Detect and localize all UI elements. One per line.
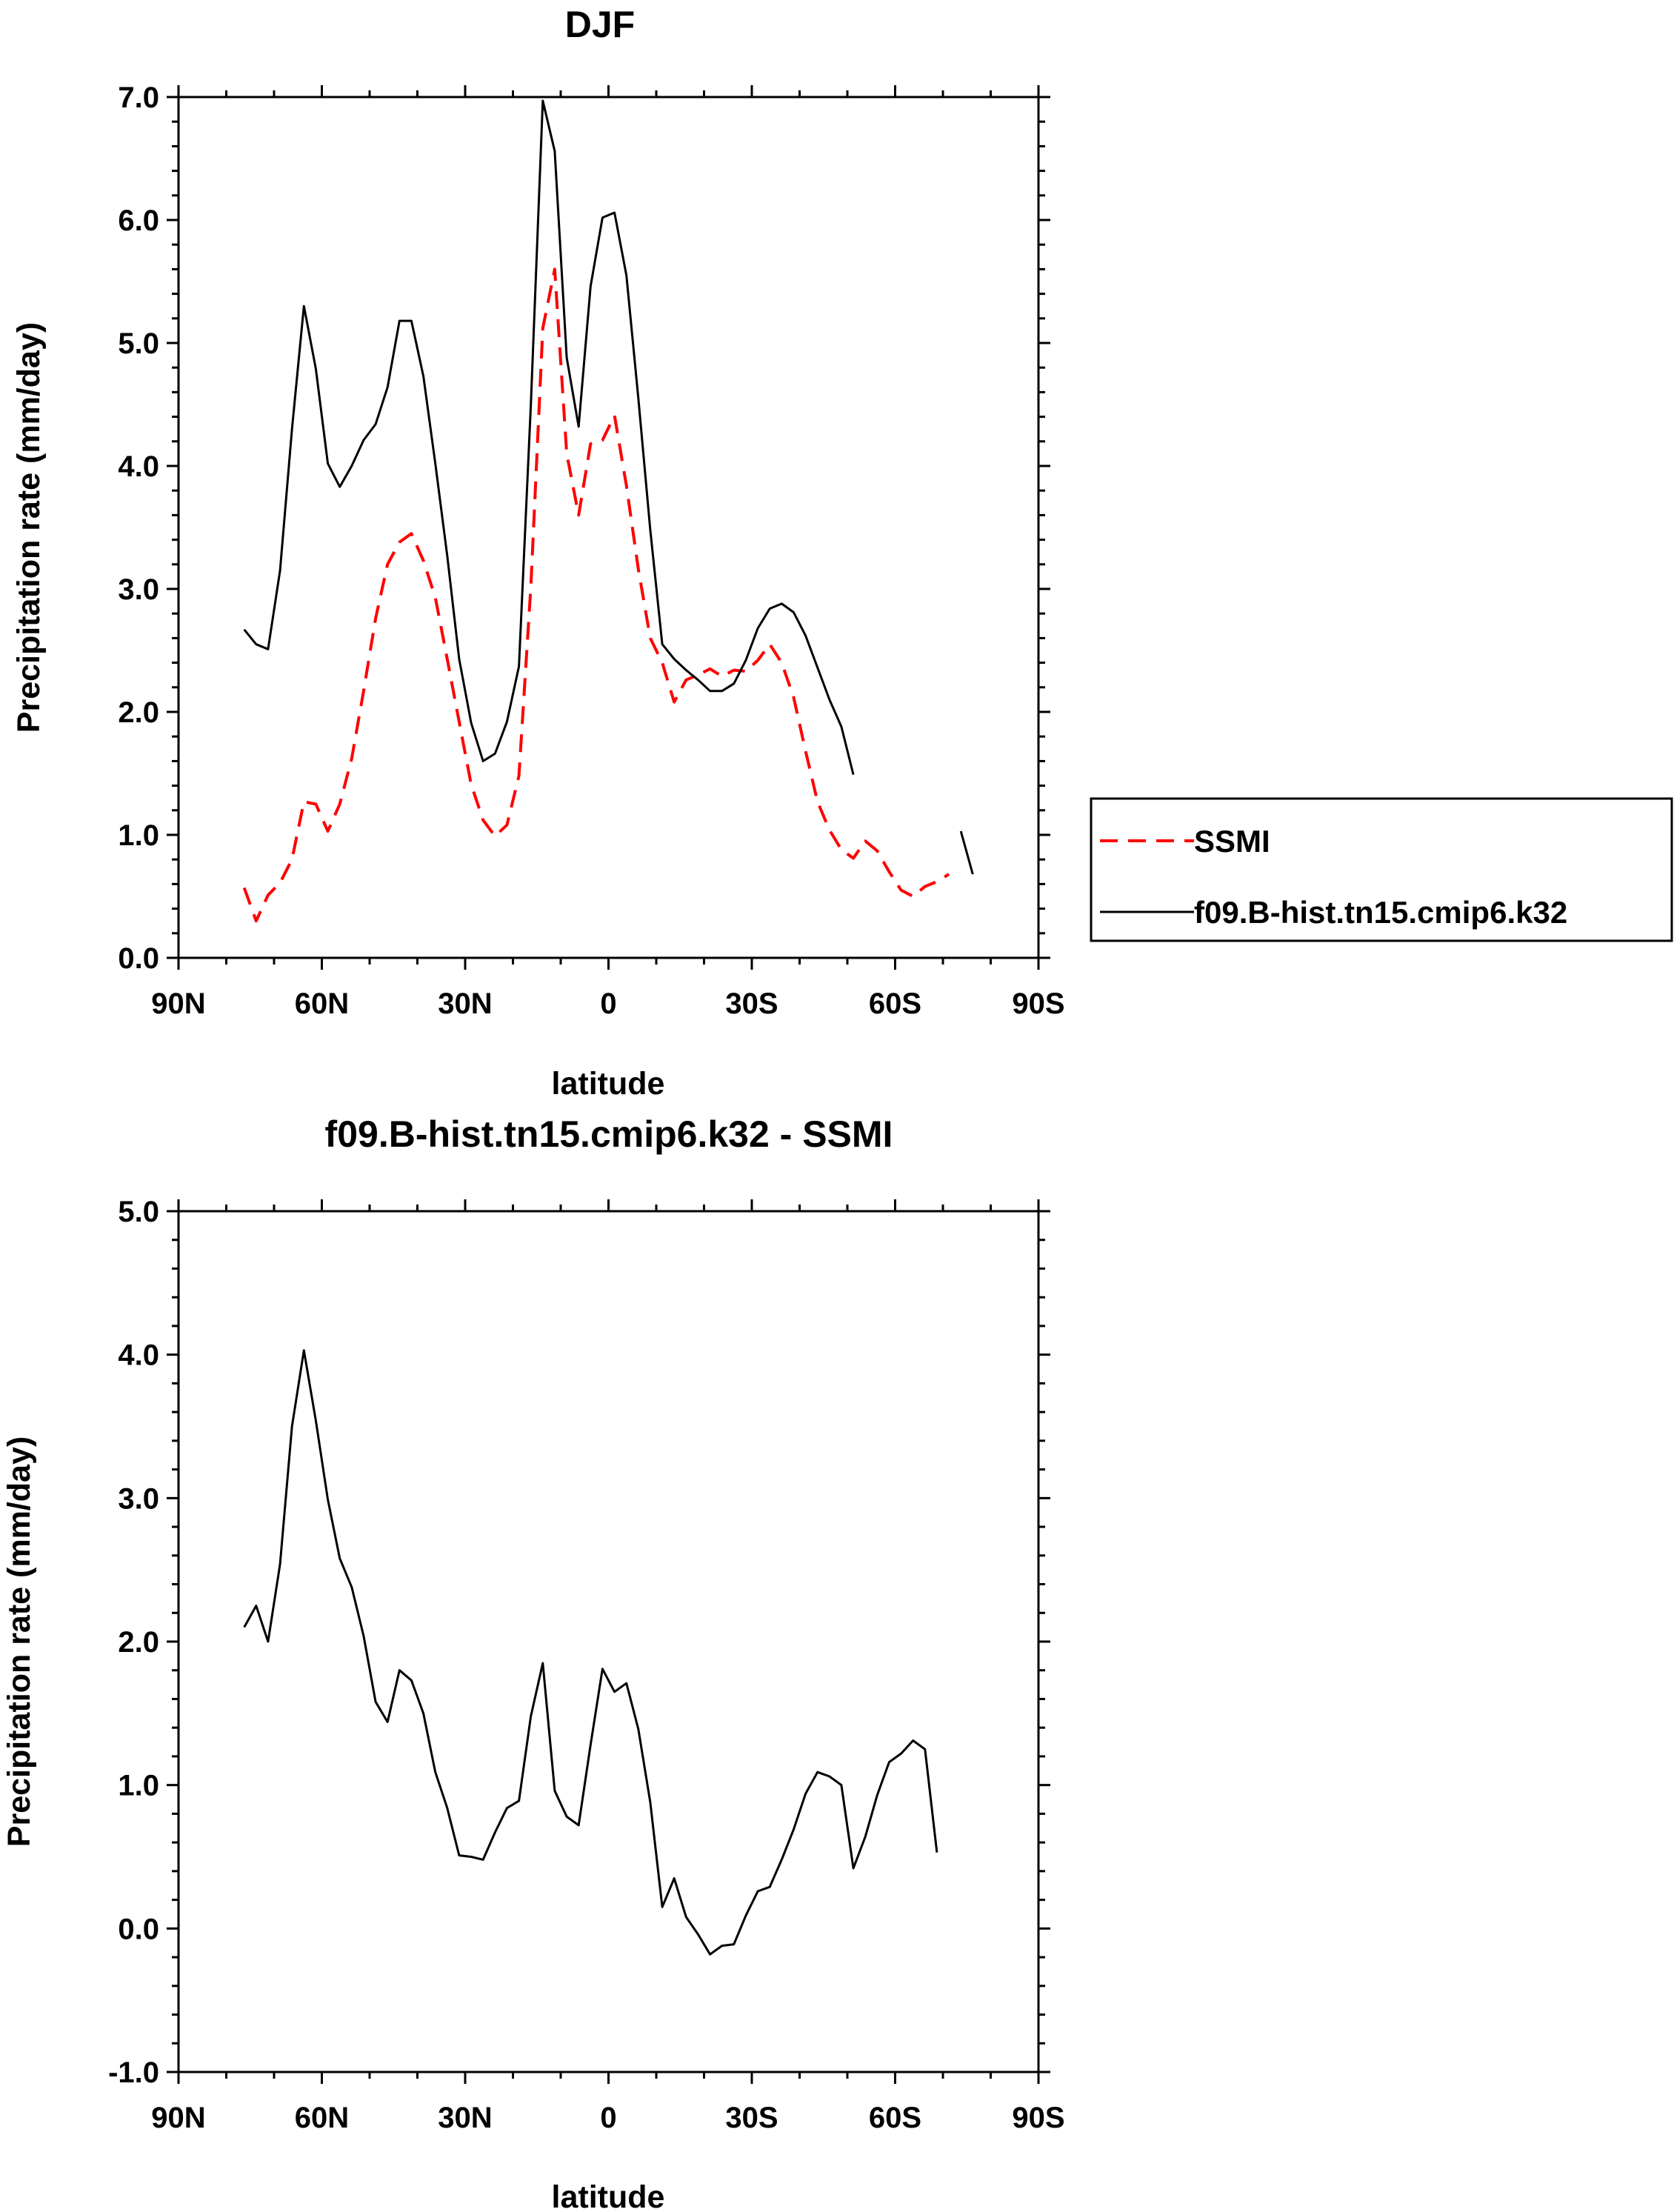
- top-x-tick-label: 60N: [295, 987, 349, 1020]
- bottom-plot-area: 90N 60N 30N 0 30S 60S 90S -1.0 0.0 1.0 2.0 3.0 4.0 5.…: [108, 1196, 1065, 2134]
- bottom-chart-title: f09.B-hist.tn15.cmip6.k32 - SSMI: [325, 1113, 893, 1155]
- legend-box: SSMI f09.B-hist.tn15.cmip6.k32: [1090, 797, 1673, 942]
- top-y-axis-label: Precipitation rate (mm/day): [11, 322, 47, 733]
- top-x-tick-label: 30N: [438, 987, 492, 1020]
- bottom-y-tick-label: 5.0: [118, 1196, 159, 1228]
- bottom-y-tick-label: 0.0: [118, 1913, 159, 1945]
- top-x-tick-label: 60S: [869, 987, 921, 1020]
- bottom-axis-ticks: 90N 60N 30N 0 30S 60S 90S -1.0 0.0 1.0 2.0 3.0 4.0 5.…: [108, 1196, 1065, 2134]
- legend-label-model: f09.B-hist.tn15.cmip6.k32: [1194, 895, 1567, 930]
- top-x-tick-label: 30S: [725, 987, 778, 1020]
- bottom-plot-frame: [177, 1210, 1040, 2073]
- bottom-x-tick-label: 90S: [1012, 2102, 1064, 2134]
- top-panel: DJF 90N 60N 30N 0 30S 60S 90S 0.0 1.0 2.0 3.0 4.0 5.…: [11, 4, 1673, 1102]
- top-y-tick-label: 2.0: [118, 696, 159, 729]
- top-x-tick-label: 90N: [151, 987, 205, 1020]
- bottom-x-tick-label: 30N: [438, 2102, 492, 2134]
- top-series-line-f09-b-hist-tn15-cmip6-k32: [243, 99, 855, 776]
- top-y-tick-label: 7.0: [118, 81, 159, 114]
- top-x-tick-label: 90S: [1012, 987, 1064, 1020]
- bottom-x-tick-label: 90N: [151, 2102, 205, 2134]
- bottom-series-line-difference: [243, 1349, 938, 1956]
- legend-label-ssmi: SSMI: [1194, 824, 1270, 859]
- top-y-tick-label: 5.0: [118, 327, 159, 360]
- bottom-y-tick-label: 2.0: [118, 1626, 159, 1659]
- top-y-tick-label: 0.0: [118, 942, 159, 975]
- top-y-tick-label: 6.0: [118, 204, 159, 237]
- bottom-y-tick-label: -1.0: [108, 2056, 159, 2089]
- top-plot-frame: [177, 96, 1040, 959]
- top-y-tick-label: 1.0: [118, 819, 159, 852]
- top-y-tick-label: 4.0: [118, 450, 159, 483]
- top-y-tick-label: 3.0: [118, 573, 159, 606]
- legend-frame: [1090, 797, 1673, 942]
- top-x-axis-label: latitude: [552, 1066, 665, 1102]
- bottom-y-axis-label: Precipitation rate (mm/day): [1, 1436, 37, 1847]
- bottom-x-axis-label: latitude: [552, 2179, 665, 2212]
- top-series-line-ssmi: [242, 267, 950, 923]
- bottom-x-tick-label: 60S: [869, 2102, 921, 2134]
- bottom-panel: f09.B-hist.tn15.cmip6.k32 - SSMI 90N 60N 3…: [1, 1113, 1065, 2212]
- top-axis-ticks: 90N 60N 30N 0 30S 60S 90S 0.0 1.0 2.0 3.0 4.0 5.0 6.0…: [118, 81, 1064, 1020]
- bottom-x-tick-label: 60N: [295, 2102, 349, 2134]
- bottom-x-tick-label: 30S: [725, 2102, 778, 2134]
- bottom-y-tick-label: 4.0: [118, 1339, 159, 1372]
- top-series-line-f09-b-hist-tn15-cmip6-k32: [959, 830, 974, 875]
- top-series-lines: [242, 99, 974, 923]
- top-chart-title: DJF: [565, 4, 635, 45]
- bottom-y-tick-label: 1.0: [118, 1770, 159, 1802]
- bottom-series-lines: [243, 1349, 938, 1956]
- bottom-x-tick-label: 0: [600, 2102, 616, 2134]
- top-x-tick-label: 0: [600, 987, 616, 1020]
- top-plot-area: 90N 60N 30N 0 30S 60S 90S 0.0 1.0 2.0 3.0 4.0 5.0 6.0…: [118, 81, 1064, 1020]
- bottom-y-tick-label: 3.0: [118, 1482, 159, 1515]
